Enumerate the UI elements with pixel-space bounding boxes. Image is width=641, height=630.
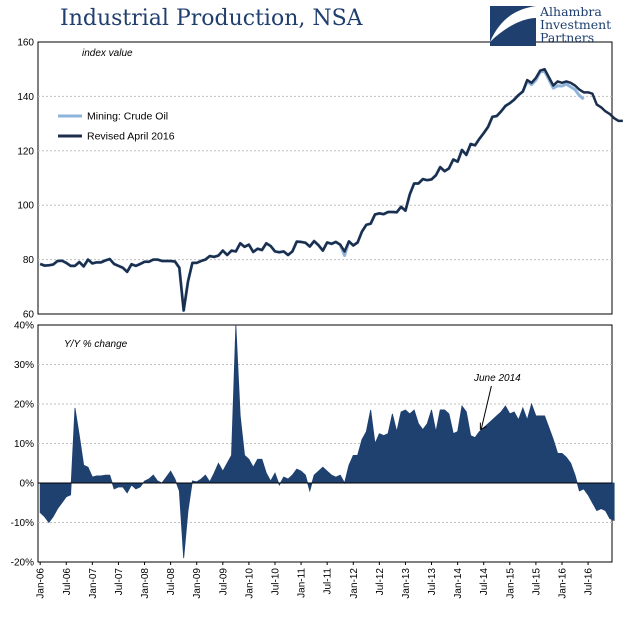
x-tick-label: Jul-08 [166, 568, 177, 596]
series-line-revised-april-2016 [39, 67, 623, 312]
annotation-arrow-line [480, 385, 492, 429]
x-tick-label: Jan-10 [244, 568, 255, 599]
x-tick-label: Jan-06 [36, 568, 47, 599]
yoy-change-area [39, 324, 615, 559]
x-tick-label: Jul-16 [584, 568, 595, 596]
x-tick-label: Jul-07 [114, 568, 125, 596]
top-y-tick-label: 80 [23, 255, 35, 266]
x-tick-label: Jul-12 [375, 568, 386, 596]
logo-text: Alhambra Investment Partners [540, 5, 611, 44]
bottom-y-tick-label: 30% [14, 360, 34, 371]
bottom-panel-label: Y/Y % change [64, 339, 128, 350]
top-y-tick-label: 100 [17, 201, 34, 212]
legend-label-mining-crude-oil: Mining: Crude Oil [87, 111, 168, 123]
bottom-y-tick-label: 40% [14, 321, 34, 332]
x-tick-label: Jan-16 [557, 568, 568, 599]
x-tick-label: Jan-13 [401, 568, 412, 599]
x-tick-label: Jul-10 [270, 568, 281, 596]
logo [490, 6, 536, 46]
x-tick-label: Jan-08 [140, 568, 151, 599]
x-tick-label: Jul-15 [531, 568, 542, 596]
logo-line: Partners [540, 30, 595, 45]
top-y-tick-label: 120 [17, 146, 34, 157]
crescent-swoosh-logo-icon [490, 6, 536, 46]
x-tick-label: Jul-14 [479, 568, 490, 596]
bottom-y-tick-label: 0% [20, 479, 35, 490]
top-panel-frame [37, 41, 613, 315]
legend-label-revised-april-2016: Revised April 2016 [87, 131, 175, 143]
x-tick-label: Jan-15 [505, 568, 516, 599]
x-tick-label: Jan-11 [297, 568, 308, 598]
bottom-y-tick-label: -20% [11, 558, 34, 569]
top-y-tick-label: 140 [17, 92, 34, 103]
x-tick-label: Jan-07 [88, 568, 99, 599]
top-y-tick-label: 160 [17, 38, 34, 49]
bottom-y-tick-label: -10% [11, 518, 34, 529]
x-tick-label: Jul-13 [427, 568, 438, 596]
bottom-y-tick-label: 10% [14, 439, 34, 450]
series-line-mining-crude-oil [39, 69, 585, 312]
x-tick-label: Jul-06 [62, 568, 73, 596]
annotation-june-2014: June 2014 [473, 373, 521, 384]
x-tick-label: Jul-11 [323, 568, 334, 595]
page-title: Industrial Production, NSA [60, 6, 363, 31]
logo-line: Investment [540, 17, 612, 32]
top-y-tick-label: 60 [23, 310, 35, 321]
bottom-y-tick-label: 20% [14, 400, 34, 411]
x-tick-label: Jan-14 [453, 568, 464, 599]
x-tick-label: Jul-09 [218, 568, 229, 596]
x-tick-label: Jan-09 [192, 568, 203, 599]
logo-line: Alhambra [540, 4, 602, 19]
top-panel-label: index value [82, 48, 133, 59]
annotation-arrow-head [479, 422, 487, 431]
x-tick-label: Jan-12 [349, 568, 360, 599]
